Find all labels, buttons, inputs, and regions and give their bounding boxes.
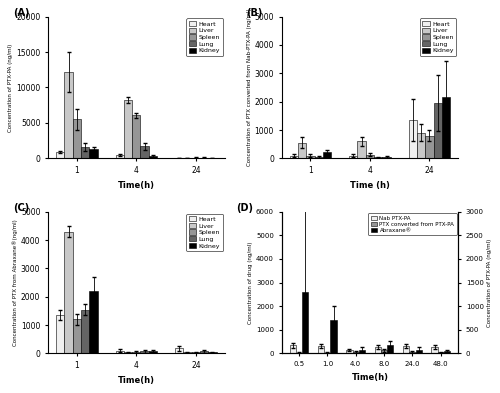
Bar [408,120,417,158]
Bar [124,100,132,158]
Bar [442,97,450,158]
Bar [56,315,64,353]
Bar [444,351,450,353]
Bar [116,351,124,353]
Bar [425,136,434,158]
Y-axis label: Concentration of PTX converted from Nab-PTX-PA (ng/ml): Concentration of PTX converted from Nab-… [246,9,252,166]
Bar [314,157,323,158]
Bar [290,156,298,158]
Legend: Heart, Liver, Spleen, Lung, Kidney: Heart, Liver, Spleen, Lung, Kidney [420,18,457,56]
X-axis label: Time(h): Time(h) [118,180,155,189]
Legend: Heart, Liver, Spleen, Lung, Kidney: Heart, Liver, Spleen, Lung, Kidney [186,18,223,56]
Bar [72,119,81,158]
Text: (A): (A) [12,8,29,18]
Bar [302,292,308,353]
Legend: Heart, Liver, Spleen, Lung, Kidney: Heart, Liver, Spleen, Lung, Kidney [186,213,223,251]
Bar [140,146,149,158]
Bar [306,156,314,158]
Bar [200,351,208,353]
Bar [318,346,324,353]
Bar [432,347,438,353]
Bar [403,346,409,353]
Bar [346,350,352,353]
Bar [359,350,365,353]
Bar [90,149,98,158]
Bar [64,72,72,158]
Bar [56,152,64,158]
X-axis label: Time(h): Time(h) [352,373,389,382]
Bar [81,147,90,158]
Bar [366,155,374,158]
Bar [175,348,184,353]
Bar [358,141,366,158]
Bar [140,351,149,353]
Bar [381,351,387,353]
Bar [374,347,381,353]
Bar [116,155,124,158]
Text: (B): (B) [246,8,262,18]
Bar [349,156,358,158]
Bar [132,115,140,158]
Bar [374,157,382,158]
X-axis label: Time(h): Time(h) [118,376,155,385]
Bar [149,156,157,158]
Bar [290,345,296,353]
Bar [149,351,157,353]
Legend: Nab PTX-PA, PTX converted from PTX-PA, Abraxane®: Nab PTX-PA, PTX converted from PTX-PA, A… [368,213,456,235]
Bar [330,320,336,353]
Y-axis label: Concentration of drug (ng/ml): Concentration of drug (ng/ml) [248,241,253,324]
X-axis label: Time (h): Time (h) [350,180,390,189]
Bar [81,310,90,353]
Y-axis label: Concentration of PTX from Abraxane®(ng/ml): Concentration of PTX from Abraxane®(ng/m… [12,219,18,346]
Bar [410,352,416,353]
Y-axis label: Concentration of PTX-PA (ng/ml): Concentration of PTX-PA (ng/ml) [8,43,14,132]
Bar [298,143,306,158]
Bar [72,320,81,353]
Bar [417,133,425,158]
Bar [352,352,359,353]
Bar [132,352,140,353]
Bar [90,291,98,353]
Bar [434,103,442,158]
Bar [382,157,390,158]
Bar [416,350,422,353]
Bar [64,231,72,353]
Text: (D): (D) [236,203,252,213]
Y-axis label: Concentration of PTX-PA (ng/ml): Concentration of PTX-PA (ng/ml) [486,239,492,327]
Bar [387,345,394,353]
Text: (C): (C) [12,203,29,213]
Bar [323,152,331,158]
Bar [438,352,444,353]
